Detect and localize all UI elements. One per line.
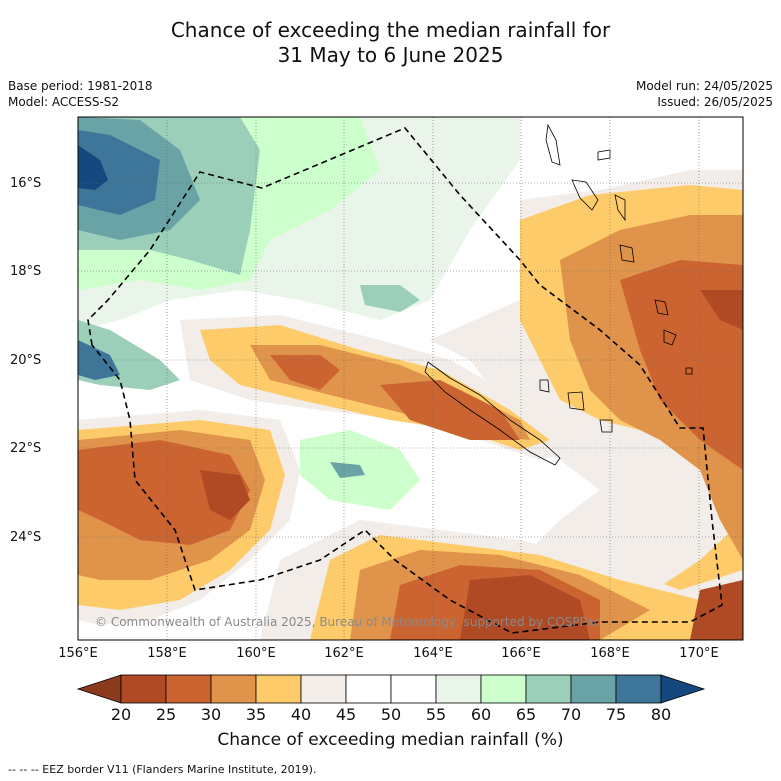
- region-band-25b: [380, 380, 520, 440]
- graticule: [78, 117, 743, 640]
- region-se-20: [690, 580, 743, 640]
- copyright-notice: © Commonwealth of Australia 2025, Bureau…: [95, 615, 601, 629]
- issued-date: Issued: 26/05/2025: [657, 95, 773, 109]
- lon-tick-label: 170°E: [679, 646, 719, 661]
- region-south-20: [460, 575, 590, 640]
- loyalty-islands: [539, 379, 613, 433]
- model-run: Model run: 24/05/2025: [635, 79, 773, 93]
- eez-legend-note: -- -- -- EEZ border V11 (Flanders Marine…: [8, 763, 317, 776]
- region-80-plus: [78, 130, 160, 215]
- lon-tick-label: 158°E: [147, 646, 187, 661]
- lat-tick-label: 22°S: [10, 441, 42, 456]
- lon-tick-label: 168°E: [590, 646, 630, 661]
- lat-tick-label: 20°S: [10, 353, 42, 368]
- colorbar-tick: 55: [425, 705, 447, 724]
- colorbar-extend-low: [76, 674, 122, 704]
- colorbar-tick: 70: [560, 705, 582, 724]
- colorbar: [76, 674, 706, 704]
- lon-tick-label: 156°E: [58, 646, 98, 661]
- region-80-plus-core: [78, 145, 108, 190]
- colorbar-tick: 20: [110, 705, 132, 724]
- colorbar-tick: 75: [605, 705, 627, 724]
- meta-right: Model run: 24/05/2025 Issued: 26/05/2025: [636, 78, 773, 110]
- colorbar-tick: 65: [515, 705, 537, 724]
- title-line-2: 31 May to 6 June 2025: [277, 43, 504, 67]
- colorbar-tick: 45: [335, 705, 357, 724]
- colorbar-tick: 50: [380, 705, 402, 724]
- region-east-dry-20: [700, 290, 743, 330]
- region-band-25: [270, 355, 340, 390]
- eez-border: [87, 127, 723, 634]
- colorbar-extend-high: [660, 674, 706, 704]
- region-central-green-core: [330, 462, 365, 478]
- lon-tick-label: 160°E: [236, 646, 276, 661]
- colorbar-tick: 25: [155, 705, 177, 724]
- colorbar-tick: 30: [200, 705, 222, 724]
- lon-tick-label: 162°E: [324, 646, 364, 661]
- lon-tick-label: 166°E: [501, 646, 541, 661]
- vanuatu-islands: [545, 123, 693, 375]
- region-sw-20: [200, 470, 250, 520]
- region-small-green: [360, 285, 420, 312]
- colorbar-label: Chance of exceeding median rainfall (%): [217, 730, 564, 750]
- region-sw-25: [78, 440, 250, 545]
- lon-tick-label: 164°E: [413, 646, 453, 661]
- base-period: Base period: 1981-2018: [8, 79, 153, 93]
- colorbar-tick: 80: [650, 705, 672, 724]
- meta-left: Base period: 1981-2018 Model: ACCESS-S2: [8, 78, 153, 110]
- colorbar-tick: 35: [245, 705, 267, 724]
- new-caledonia-island: [424, 361, 561, 466]
- title-line-1: Chance of exceeding the median rainfall …: [170, 18, 611, 42]
- region-east-dry-25: [620, 260, 743, 470]
- lat-tick-label: 18°S: [10, 264, 42, 279]
- map-field: [78, 117, 743, 640]
- lat-tick-label: 16°S: [10, 176, 42, 191]
- lat-tick-label: 24°S: [10, 530, 42, 545]
- colorbar-tick: 40: [290, 705, 312, 724]
- model-name: Model: ACCESS-S2: [8, 95, 120, 109]
- map-title: Chance of exceeding the median rainfall …: [0, 18, 781, 68]
- colorbar-tick: 60: [470, 705, 492, 724]
